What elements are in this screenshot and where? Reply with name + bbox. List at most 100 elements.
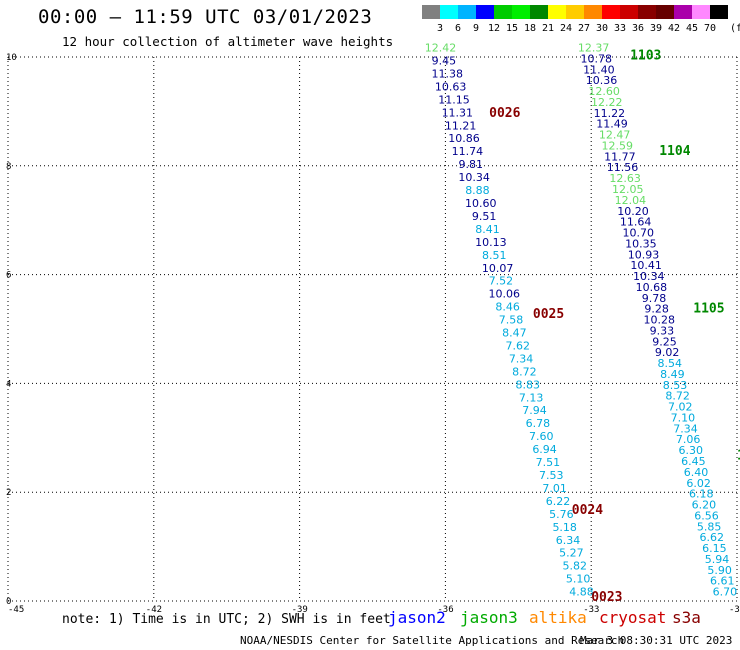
track-west-value: 6.34 (556, 534, 581, 547)
track-east-value: 10.93 (628, 248, 660, 261)
track-east-value: 9.25 (652, 335, 677, 348)
track-east-value: 9.02 (655, 346, 680, 359)
track-west-time-label: 0025 (533, 307, 564, 322)
legend-swatch (602, 5, 620, 19)
track-west-value: 9.51 (472, 210, 497, 223)
legend-swatch (566, 5, 584, 19)
track-east-value: 12.22 (591, 96, 623, 109)
track-east-value: 5.90 (707, 564, 732, 577)
track-west-value: 10.13 (475, 236, 507, 249)
satellite-cryosat: cryosat (599, 608, 667, 627)
satellite-s3a: s3a (672, 608, 701, 627)
track-east-value: 12.47 (599, 129, 631, 142)
y-tick-label: 2 (6, 488, 11, 498)
track-west-value: 5.18 (552, 521, 577, 534)
track-east-value: 10.78 (581, 52, 613, 65)
legend-label: 6 (454, 23, 462, 34)
track-west-value: 8.47 (502, 327, 527, 340)
track-west-value: 5.10 (566, 573, 591, 586)
track-west-time-label: 0026 (489, 106, 520, 121)
track-east-value: 6.18 (689, 488, 714, 501)
track-east-value: 9.78 (642, 292, 667, 305)
track-east-value: 11.49 (596, 118, 628, 131)
track-west-value: 5.82 (563, 560, 588, 573)
track-east-value: 8.53 (663, 379, 688, 392)
track-west-value: 10.60 (465, 197, 497, 210)
legend-swatch (440, 5, 458, 19)
track-east-value: 6.62 (699, 531, 724, 544)
legend-swatch (584, 5, 602, 19)
track-west-value: 10.63 (435, 80, 467, 93)
track-east-value: 9.28 (644, 303, 669, 316)
legend-swatch (494, 5, 512, 19)
track-east-value: 12.63 (609, 172, 641, 185)
track-east-value: 12.59 (601, 139, 633, 152)
x-tick-label: -39 (292, 605, 308, 615)
x-tick-label: -45 (8, 605, 24, 615)
track-east-value: 11.77 (604, 150, 636, 163)
track-west-value: 7.01 (542, 482, 567, 495)
legend-label: 24 (559, 23, 573, 34)
track-west-value: 11.15 (438, 93, 470, 106)
satellite-jason3: jason3 (460, 608, 518, 627)
legend-label: 12 (487, 23, 501, 34)
track-west-value: 7.94 (522, 404, 547, 417)
track-east-value: 12.04 (615, 194, 647, 207)
track-west-value: 6.22 (546, 495, 571, 508)
track-east-value: 12.05 (612, 183, 644, 196)
track-west-value: 7.62 (505, 339, 530, 352)
track-east-value: 6.70 (713, 586, 738, 599)
track-west-value: 5.76 (549, 508, 574, 521)
track-west-time-label: 0023 (591, 590, 622, 605)
legend-label: 3 (436, 23, 444, 34)
legend-swatch (476, 5, 494, 19)
legend-swatch (638, 5, 656, 19)
note-text: note: 1) Time is in UTC; 2) SWH is in fe… (62, 612, 391, 627)
track-east-value: 7.10 (671, 411, 696, 424)
track-east-time-label: 1104 (659, 144, 690, 159)
track-east-value: 7.34 (673, 422, 698, 435)
legend-label: 70 (703, 23, 717, 34)
track-west-value: 9.81 (458, 158, 483, 171)
track-west-value: 11.21 (445, 119, 477, 132)
track-east-value: 12.60 (588, 85, 620, 98)
legend-swatch (710, 5, 728, 19)
track-west-time-label: 0024 (572, 503, 603, 518)
track-east-value: 10.41 (630, 259, 662, 272)
track-east-value: 11.64 (620, 216, 652, 229)
track-east-value: 7.06 (676, 433, 701, 446)
legend-swatch (692, 5, 710, 19)
track-east-value: 9.33 (650, 324, 675, 337)
track-east-value: 7.02 (668, 401, 693, 414)
track-west-value: 9.45 (432, 55, 457, 68)
legend-unit: (ft) (730, 23, 740, 34)
x-tick-label: -33 (583, 605, 599, 615)
satellite-jason2: jason2 (388, 608, 446, 627)
x-tick-label: -30 (729, 605, 740, 615)
track-west-value: 8.51 (482, 249, 507, 262)
legend-label: 21 (541, 23, 555, 34)
track-west-value: 7.13 (519, 391, 544, 404)
track-west-value: 11.31 (442, 106, 474, 119)
track-west-value: 6.94 (532, 443, 557, 456)
legend-swatch (458, 5, 476, 19)
track-west-value: 11.38 (432, 67, 464, 80)
track-west-value: 8.83 (516, 378, 541, 391)
map-subtitle: 12 hour collection of altimeter wave hei… (62, 34, 394, 49)
legend-label: 36 (631, 23, 645, 34)
legend-label: 45 (685, 23, 699, 34)
track-east-value: 6.30 (678, 444, 703, 457)
satellite-altika: altika (529, 608, 587, 627)
track-west-value: 7.53 (539, 469, 564, 482)
track-west-value: 8.46 (495, 301, 520, 314)
track-west-value: 6.78 (526, 417, 551, 430)
y-tick-label: 4 (6, 379, 11, 389)
track-west-value: 10.34 (458, 171, 490, 184)
map-title: 00:00 – 11:59 UTC 03/01/2023 (38, 6, 373, 28)
track-west-value: 7.58 (499, 314, 524, 327)
track-west-value: 8.41 (475, 223, 500, 236)
footer-credit: NOAA/NESDIS Center for Satellite Applica… (240, 634, 625, 647)
track-east-value: 6.61 (710, 575, 735, 588)
y-tick-label: 0 (6, 597, 11, 607)
